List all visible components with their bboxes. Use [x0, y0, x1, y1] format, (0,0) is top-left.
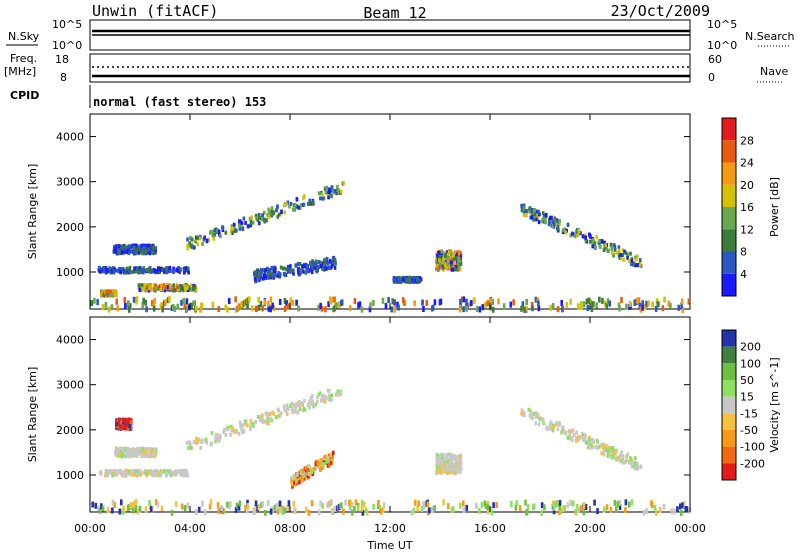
beam-title: Beam 12: [363, 4, 426, 22]
y-tick-label: 2000: [56, 424, 84, 437]
y-tick-label: 1000: [56, 469, 84, 482]
x-tick-label: 00:00: [674, 522, 706, 535]
echo-region: [520, 407, 643, 471]
colorbar-swatch: [722, 140, 736, 163]
colorbar-tick-label: 8: [740, 246, 747, 259]
y-axis-label: Slant Range [km]: [26, 367, 39, 463]
colorbar-swatch: [722, 162, 736, 185]
plot-frame: [89, 316, 691, 513]
colorbar-tick-label: -50: [740, 424, 758, 437]
echo-region: [435, 452, 463, 476]
echo-region: [392, 275, 423, 284]
nave-tick-top: 60: [708, 53, 722, 66]
cpid-label: CPID: [10, 89, 39, 102]
time-axis: 00:00 04:00 08:00 12:00 16:00 20:00 00:00 Time …: [74, 114, 706, 552]
colorbar-swatch: [722, 273, 736, 296]
echo-region: [186, 180, 345, 251]
nsearch-label: N.Search: [745, 30, 795, 43]
colorbar-tick-label: 100: [740, 357, 761, 370]
colorbar-frame: [721, 117, 737, 297]
colorbar-swatch: [722, 363, 736, 380]
colorbar-tick-label: -15: [740, 407, 758, 420]
colorbar-swatch: [722, 463, 736, 480]
colorbar-swatch: [722, 330, 736, 347]
x-tick-label: 12:00: [374, 522, 406, 535]
colorbar-swatch: [722, 118, 736, 141]
colorbar-tick-label: 16: [740, 201, 754, 214]
station-title: Unwin (fitACF): [92, 2, 218, 20]
colorbar-tick-label: -200: [740, 457, 765, 470]
colorbar-tick-label: 50: [740, 374, 754, 387]
nave-label: Nave: [760, 65, 788, 78]
nsearch-tick-top: 10^5: [707, 18, 737, 31]
colorbar-tick-label: 15: [740, 391, 754, 404]
colorbar-swatch: [722, 413, 736, 430]
nsky-tick-bottom: 10^0: [52, 39, 82, 52]
colorbar-frame: [721, 329, 737, 481]
nsearch-tick-bottom: 10^0: [707, 39, 737, 52]
echo-region: [91, 499, 692, 516]
colorbar-swatch: [722, 229, 736, 252]
x-tick-label: 00:00: [74, 522, 106, 535]
power-panel: 1000 2000 3000 4000 Slant Range [km] 4 8 12 16 20…: [26, 113, 781, 313]
colorbar-swatch: [722, 430, 736, 447]
colorbar-tick-label: 200: [740, 341, 761, 354]
nsky-panel: N.Sky 10^5 10^0 N.Search 10^5 10^0: [6, 18, 795, 52]
echo-region: [290, 450, 335, 489]
colorbar-swatch: [722, 251, 736, 274]
freq-panel: Freq. [MHz] 18 8 Nave 60 0: [4, 52, 788, 84]
echo-region: [435, 249, 463, 272]
colorbar-tick-label: 12: [740, 223, 754, 236]
colorbar-tick-label: 28: [740, 134, 754, 147]
date-title: 23/Oct/2009: [611, 2, 710, 20]
freq-tick-bottom: 8: [60, 71, 67, 84]
echo-region: [97, 265, 190, 275]
cpid-text: normal (fast stereo) 153: [93, 95, 266, 109]
y-tick-label: 3000: [56, 379, 84, 392]
echo-region: [253, 255, 337, 284]
x-axis-label: Time UT: [366, 539, 412, 552]
colorbar-swatch: [722, 396, 736, 414]
freq-label: Freq.: [10, 52, 37, 65]
x-tick-label: 04:00: [174, 522, 206, 535]
echo-region: [520, 203, 643, 268]
y-tick-label: 3000: [56, 176, 84, 189]
plot-frame: [89, 113, 691, 310]
nsky-label: N.Sky: [8, 30, 40, 43]
x-tick-label: 08:00: [274, 522, 306, 535]
x-tick-label: 20:00: [574, 522, 606, 535]
velocity-panel: 1000 2000 3000 4000 Slant Range [km] 200 100 50…: [26, 316, 781, 516]
y-tick-label: 1000: [56, 266, 84, 279]
x-tick-label: 16:00: [474, 522, 506, 535]
colorbar-swatch: [722, 184, 736, 207]
colorbar-swatch: [722, 380, 736, 397]
echo-region: [90, 296, 691, 313]
y-tick-label: 4000: [56, 334, 84, 347]
colorbar-swatch: [722, 346, 736, 364]
echo-region: [98, 468, 190, 478]
echo-region: [115, 417, 133, 431]
cpid-row: CPID normal (fast stereo) 153: [10, 85, 266, 109]
echo-region: [137, 283, 198, 293]
freq-unit: [MHz]: [4, 65, 36, 78]
y-axis-label: Slant Range [km]: [26, 164, 39, 260]
colorbar-tick-label: 24: [740, 157, 754, 170]
nave-tick-bottom: 0: [708, 71, 715, 84]
colorbar-label: Power [dB]: [768, 177, 781, 237]
colorbar-swatch: [722, 446, 736, 464]
echo-region: [185, 388, 343, 451]
colorbar-label: Velocity [m s^-1]: [768, 357, 781, 452]
colorbar-swatch: [722, 207, 736, 230]
colorbar-tick-label: -100: [740, 441, 765, 454]
echo-region: [113, 446, 158, 459]
y-tick-label: 4000: [56, 131, 84, 144]
freq-tick-top: 18: [55, 53, 69, 66]
colorbar-tick-label: 4: [740, 268, 747, 281]
echo-region: [112, 243, 158, 256]
colorbar-tick-label: 20: [740, 179, 754, 192]
echo-region: [100, 289, 118, 298]
y-tick-label: 2000: [56, 221, 84, 234]
nsky-tick-top: 10^5: [52, 18, 82, 31]
